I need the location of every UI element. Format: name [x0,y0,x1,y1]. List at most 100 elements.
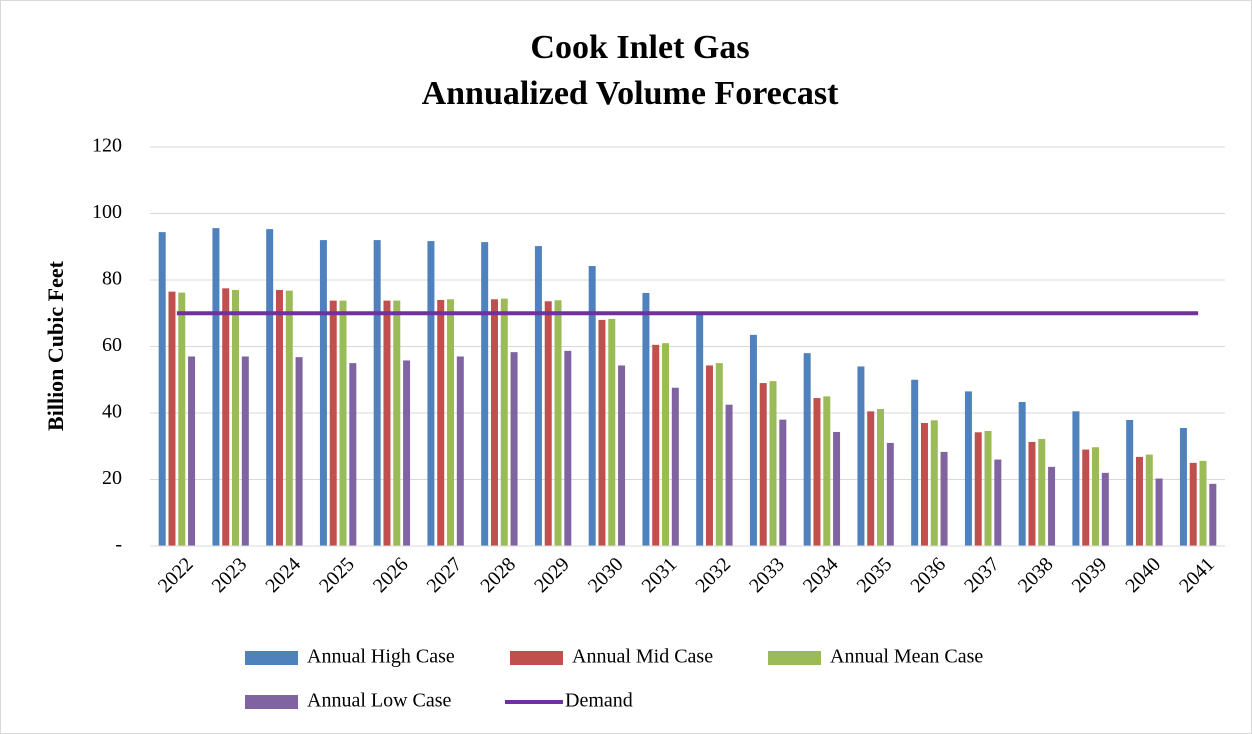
legend-label: Demand [565,690,633,712]
bar [662,343,670,546]
bar [588,266,596,546]
bar [652,344,660,546]
bar [940,451,948,546]
bar [759,383,767,546]
y-tick-label: 40 [102,401,122,423]
legend-label: Annual Mid Case [572,646,713,668]
bar [803,353,811,546]
bar [725,404,733,546]
bar [705,365,713,546]
bar [534,246,542,546]
bar [671,387,679,546]
bar [266,229,274,546]
bar [994,459,1002,546]
bar [984,430,992,546]
bar [696,313,704,546]
bar [1126,419,1134,546]
bar [178,292,186,546]
bar [964,391,972,546]
bar [1155,478,1163,546]
bar [833,431,841,546]
bar [618,365,626,546]
bar [1135,456,1143,546]
bar [813,398,821,546]
bar [188,356,196,546]
y-axis-label: Billion Cubic Feet [43,260,68,431]
bar [544,301,552,546]
bar [598,319,606,546]
bar [564,350,572,546]
bar [1082,449,1090,546]
legend-label: Annual Mean Case [830,646,983,668]
bar [319,240,327,546]
bar [1101,472,1109,546]
y-tick-label: - [115,534,122,556]
bar [749,334,757,546]
bar [403,360,411,546]
bar [490,299,498,546]
bar [974,432,982,546]
bar [437,299,445,546]
bar [930,420,938,546]
bar [339,300,347,546]
legend-label: Annual High Case [307,646,455,668]
bar [232,289,240,546]
bar [642,292,650,546]
y-tick-label: 60 [102,334,122,356]
y-tick-label: 120 [92,135,122,157]
bar [920,422,928,546]
bar [1145,454,1153,546]
chart-title: Annualized Volume Forecast [422,75,840,112]
bar [1038,438,1046,546]
bar [1199,460,1207,546]
bar [911,379,919,546]
bar [1209,483,1217,546]
bar [1189,462,1197,546]
bar [715,363,723,546]
bar [1028,441,1036,546]
bar [857,366,865,546]
chart-title: Cook Inlet Gas [530,29,749,66]
bar [373,240,381,546]
bar [383,300,391,546]
bar [510,352,518,546]
bar [1072,411,1080,546]
bar [886,442,894,546]
bar [1179,427,1187,546]
bar [427,241,435,546]
bar [329,300,337,546]
bar [275,289,283,546]
bar [285,290,293,546]
bar [222,288,230,546]
bar [877,409,885,546]
y-tick-label: 100 [92,201,122,223]
bar [823,396,831,546]
bar [456,356,464,546]
y-tick-label: 80 [102,268,122,290]
bar [212,228,220,546]
bar [241,356,249,546]
bar [168,291,176,546]
bar [779,419,787,546]
bar [1092,447,1100,546]
bar [447,299,455,546]
bar [769,381,777,546]
bar [295,357,303,546]
bar [554,300,562,546]
bar [608,318,616,546]
legend-swatch [768,651,821,665]
legend-swatch [245,651,298,665]
bar [158,232,166,546]
legend-label: Annual Low Case [307,690,452,712]
bar [867,411,875,546]
bar [1048,466,1056,546]
bar [349,363,357,546]
legend-swatch [245,695,298,709]
bar [1018,402,1026,546]
y-tick-label: 20 [102,467,122,489]
legend-swatch [510,651,563,665]
bar [481,242,489,546]
bar [393,300,401,546]
